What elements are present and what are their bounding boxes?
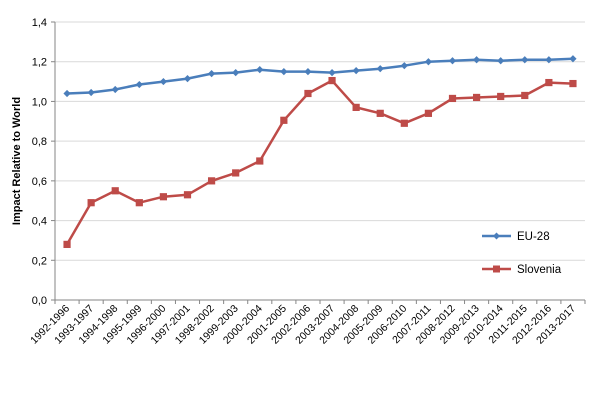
legend-label-slovenia: Slovenia bbox=[517, 264, 562, 276]
data-point-eu28 bbox=[448, 57, 457, 65]
data-point-slovenia bbox=[521, 91, 529, 100]
data-point-eu28 bbox=[135, 80, 143, 89]
data-point-slovenia bbox=[256, 157, 264, 165]
data-point-eu28 bbox=[232, 69, 240, 77]
y-tick-label: 0,0 bbox=[32, 295, 47, 307]
y-tick-label: 0,4 bbox=[32, 216, 47, 228]
data-point-slovenia bbox=[400, 119, 408, 127]
data-point-slovenia bbox=[424, 109, 433, 117]
y-tick-label: 0,8 bbox=[32, 136, 47, 148]
y-tick-label: 1,0 bbox=[32, 96, 47, 108]
data-point-slovenia bbox=[111, 187, 119, 195]
y-axis-label: Impact Relative to World bbox=[11, 97, 23, 225]
series-eu28 bbox=[63, 55, 577, 98]
data-point-eu28 bbox=[472, 56, 481, 64]
data-point-slovenia bbox=[207, 177, 216, 185]
data-point-slovenia bbox=[304, 89, 312, 98]
data-point-eu28 bbox=[183, 74, 192, 83]
legend-label-eu28: EU-28 bbox=[517, 231, 550, 243]
data-point-eu28 bbox=[87, 88, 95, 97]
series-line-slovenia bbox=[65, 79, 574, 246]
y-tick-label: 0,2 bbox=[32, 255, 47, 267]
legend-item-slovenia: Slovenia bbox=[482, 264, 562, 276]
data-point-slovenia bbox=[472, 93, 481, 102]
data-point-slovenia bbox=[376, 109, 384, 117]
data-point-eu28 bbox=[400, 62, 408, 70]
data-point-slovenia bbox=[159, 193, 168, 201]
x-ticks: 1992-19961993-19971994-19981995-19991996… bbox=[28, 300, 586, 347]
series bbox=[63, 55, 577, 248]
data-point-eu28 bbox=[352, 67, 360, 75]
data-point-eu28 bbox=[497, 57, 505, 65]
data-point-slovenia bbox=[135, 199, 143, 207]
series-slovenia bbox=[63, 76, 577, 248]
legend-marker-eu28 bbox=[493, 232, 500, 240]
legend-item-eu28: EU-28 bbox=[482, 231, 550, 243]
data-point-eu28 bbox=[521, 56, 529, 64]
legend-marker-slovenia bbox=[493, 265, 500, 273]
data-point-eu28 bbox=[256, 66, 264, 74]
data-point-eu28 bbox=[328, 69, 336, 77]
data-point-slovenia bbox=[448, 94, 457, 103]
data-point-slovenia bbox=[232, 169, 240, 177]
data-point-slovenia bbox=[280, 116, 288, 124]
data-point-eu28 bbox=[159, 77, 168, 86]
data-point-slovenia bbox=[183, 191, 192, 199]
data-point-slovenia bbox=[63, 240, 71, 248]
data-point-eu28 bbox=[304, 68, 312, 76]
data-point-eu28 bbox=[111, 85, 119, 94]
y-tick-label: 1,4 bbox=[32, 17, 47, 29]
y-ticks: 0,0 0,2 0,4 0,6 0,8 1,0 1,2 1,4 bbox=[32, 17, 55, 307]
data-point-eu28 bbox=[569, 55, 577, 63]
data-point-slovenia bbox=[87, 199, 95, 207]
data-point-slovenia bbox=[497, 92, 505, 101]
y-tick-label: 0,6 bbox=[32, 176, 47, 188]
y-tick-label: 1,2 bbox=[32, 57, 47, 69]
data-point-eu28 bbox=[280, 68, 288, 76]
data-point-slovenia bbox=[328, 76, 336, 85]
gridlines bbox=[55, 21, 585, 261]
data-point-eu28 bbox=[376, 65, 384, 73]
data-point-slovenia bbox=[352, 103, 360, 111]
data-point-slovenia bbox=[545, 78, 553, 87]
data-point-eu28 bbox=[63, 89, 71, 98]
data-point-eu28 bbox=[207, 70, 216, 78]
legend: EU-28 Slovenia bbox=[482, 231, 562, 276]
data-point-eu28 bbox=[424, 58, 433, 66]
data-point-eu28 bbox=[545, 56, 553, 64]
series-line-eu28 bbox=[66, 57, 574, 95]
data-point-slovenia bbox=[569, 79, 577, 88]
